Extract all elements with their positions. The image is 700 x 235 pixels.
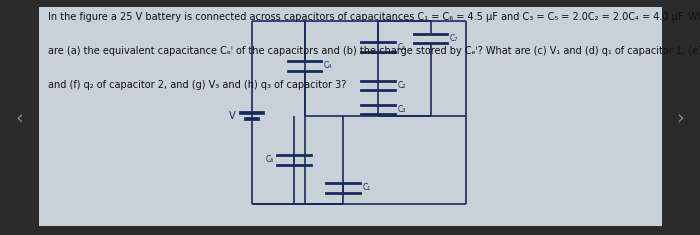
Text: C₂: C₂	[398, 81, 406, 90]
Text: V: V	[229, 111, 235, 121]
Bar	[38, 7, 661, 226]
Text: ‹: ‹	[15, 108, 24, 127]
Text: C₃: C₃	[398, 105, 406, 114]
Text: C₇: C₇	[450, 34, 459, 43]
Text: C₆: C₆	[266, 155, 274, 164]
Text: In the figure a 25 V battery is connected across capacitors of capacitances C₁ =: In the figure a 25 V battery is connecte…	[48, 12, 700, 22]
Text: and (f) q₂ of capacitor 2, and (g) V₃ and (h) q₃ of capacitor 3?: and (f) q₂ of capacitor 2, and (g) V₃ an…	[48, 80, 346, 90]
Text: C₅: C₅	[398, 43, 406, 51]
Text: C₄: C₄	[324, 61, 332, 70]
Text: C₁: C₁	[363, 184, 371, 192]
Text: are (a) the equivalent capacitance Cₑⁱ of the capacitors and (b) the charge stor: are (a) the equivalent capacitance Cₑⁱ o…	[48, 46, 700, 56]
Text: ›: ›	[676, 108, 685, 127]
